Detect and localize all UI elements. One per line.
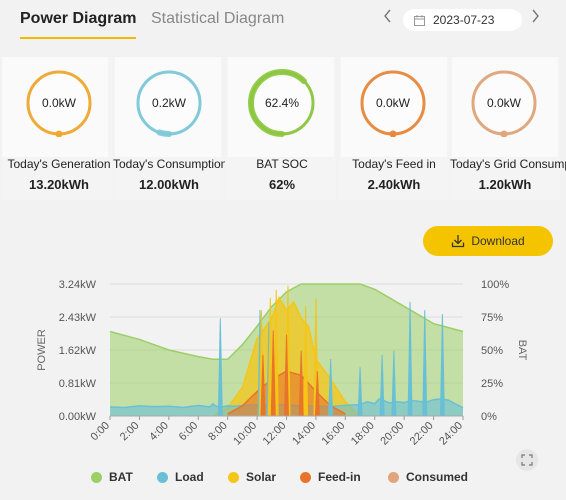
x-tick-label: 16:00 (320, 420, 348, 448)
download-icon (452, 235, 465, 248)
series-line-solar (212, 296, 361, 417)
y-left-tick-label: 0.81kW (59, 378, 97, 390)
x-tick-label: 12:00 (261, 420, 289, 448)
card-value: 2.40kWh (367, 177, 421, 192)
x-tick-label: 10:00 (231, 420, 259, 448)
header: Power Diagram Statistical Diagram 2023-0… (0, 0, 566, 46)
gauge-value: 0.0kW (41, 96, 76, 110)
card-grid-consumption: 0.0kW Today's Grid Consumption 1.20kWh (450, 57, 566, 200)
calendar-icon (414, 14, 425, 26)
x-tick-label: 0:00 (88, 420, 112, 444)
y-right-tick-label: 0% (481, 411, 497, 423)
gauge-grid-consumption (471, 70, 537, 137)
card-value: 13.20kWh (29, 177, 89, 192)
x-tick-label: 24:00 (437, 420, 465, 448)
gauge-value: 0.2kW (151, 96, 186, 110)
chevron-right-icon[interactable] (530, 9, 540, 28)
active-tab-indicator (20, 37, 136, 39)
card-label: Today's Consumption (113, 157, 225, 171)
x-tick-label: 14:00 (290, 420, 318, 448)
y-right-tick-label: 75% (481, 312, 503, 324)
y-left-tick-label: 3.24kW (59, 279, 97, 291)
power-chart[interactable]: 0.00kW 0.81kW 1.62kW 2.43kW 3.24kW 0% 25% 50% 75… (0, 270, 566, 450)
series-line-bat (109, 283, 464, 360)
gauge-generation (26, 70, 92, 137)
legend-item-bat[interactable]: BAT (91, 470, 133, 484)
date-picker[interactable]: 2023-07-23 (403, 9, 522, 31)
gauge-marker (389, 130, 397, 137)
legend-item-feed-in[interactable]: Feed-in (300, 470, 361, 484)
legend-item-consumed[interactable]: Consumed (388, 470, 468, 484)
expand-icon[interactable] (516, 449, 538, 471)
spike-load (217, 318, 223, 417)
x-tick-label: 2:00 (118, 420, 142, 444)
gauge-value: 0.0kW (375, 96, 410, 110)
legend-label: Load (175, 470, 204, 484)
gauge-feed-in (360, 70, 426, 137)
card-label: Today's Feed in (352, 157, 436, 171)
chevron-left-icon[interactable] (383, 9, 393, 28)
legend-label: BAT (109, 470, 133, 484)
x-tick-label: 18:00 (349, 420, 377, 448)
summary-cards: 0.0kW Today's Generation 13.20kWh 0.2kW … (0, 57, 566, 200)
date-value: 2023-07-23 (433, 13, 495, 27)
x-tick-label: 22:00 (408, 420, 436, 448)
card-label: Today's Grid Consumption (450, 157, 566, 171)
gauge-progress-arc (248, 69, 316, 137)
legend-item-load[interactable]: Load (157, 470, 204, 484)
legend-label: Solar (246, 470, 277, 484)
x-tick-label: 8:00 (206, 420, 230, 444)
legend-swatch (388, 471, 399, 483)
y-left-tick-label: 1.62kW (59, 345, 97, 357)
card-label: Today's Generation (7, 157, 111, 171)
gauge-consumption (135, 69, 203, 137)
x-tick-label: 6:00 (177, 420, 201, 444)
card-feed-in: 0.0kW Today's Feed in 2.40kWh (339, 57, 449, 200)
y-right-tick-label: 25% (481, 378, 503, 390)
card-value: 62% (268, 177, 296, 192)
x-tick-label: 20:00 (378, 420, 406, 448)
legend-swatch (91, 471, 102, 483)
card-consumption: 0.2kW Today's Consumption 12.00kWh (113, 57, 225, 200)
legend-label: Feed-in (318, 470, 361, 484)
legend-item-solar[interactable]: Solar (228, 470, 276, 484)
tab-statistical-diagram[interactable]: Statistical Diagram (151, 10, 285, 27)
gauge-marker (55, 130, 63, 137)
gauge-value: 62.4% (264, 96, 300, 110)
gauge-value: 0.0kW (486, 96, 521, 110)
gauge-bat-soc (248, 69, 316, 137)
legend-swatch (157, 471, 168, 483)
tab-power-diagram[interactable]: Power Diagram (20, 10, 137, 27)
gauge-marker (500, 130, 508, 137)
card-label: BAT SOC (256, 157, 308, 171)
card-generation: 0.0kW Today's Generation 13.20kWh (2, 57, 112, 200)
legend-swatch (228, 471, 239, 483)
y-left-tick-label: 2.43kW (59, 312, 97, 324)
x-tick-label: 4:00 (147, 420, 171, 444)
download-button[interactable]: Download (423, 226, 553, 256)
chart-legend: BAT Load Solar Feed-in Consumed (0, 470, 566, 490)
legend-label: Consumed (406, 470, 469, 484)
download-label: Download (471, 234, 525, 248)
gauge-progress-arc (135, 69, 203, 137)
y-right-tick-label: 100% (481, 279, 509, 291)
card-value: 1.20kWh (478, 177, 532, 192)
y-left-axis-title: POWER (36, 329, 48, 371)
card-bat-soc: 62.4% BAT SOC 62% (226, 57, 336, 200)
legend-swatch (300, 471, 311, 483)
y-left-tick-label: 0.00kW (59, 411, 97, 423)
card-value: 12.00kWh (139, 177, 199, 192)
y-right-tick-label: 50% (481, 345, 503, 357)
y-right-axis-title: BAT (516, 340, 528, 361)
